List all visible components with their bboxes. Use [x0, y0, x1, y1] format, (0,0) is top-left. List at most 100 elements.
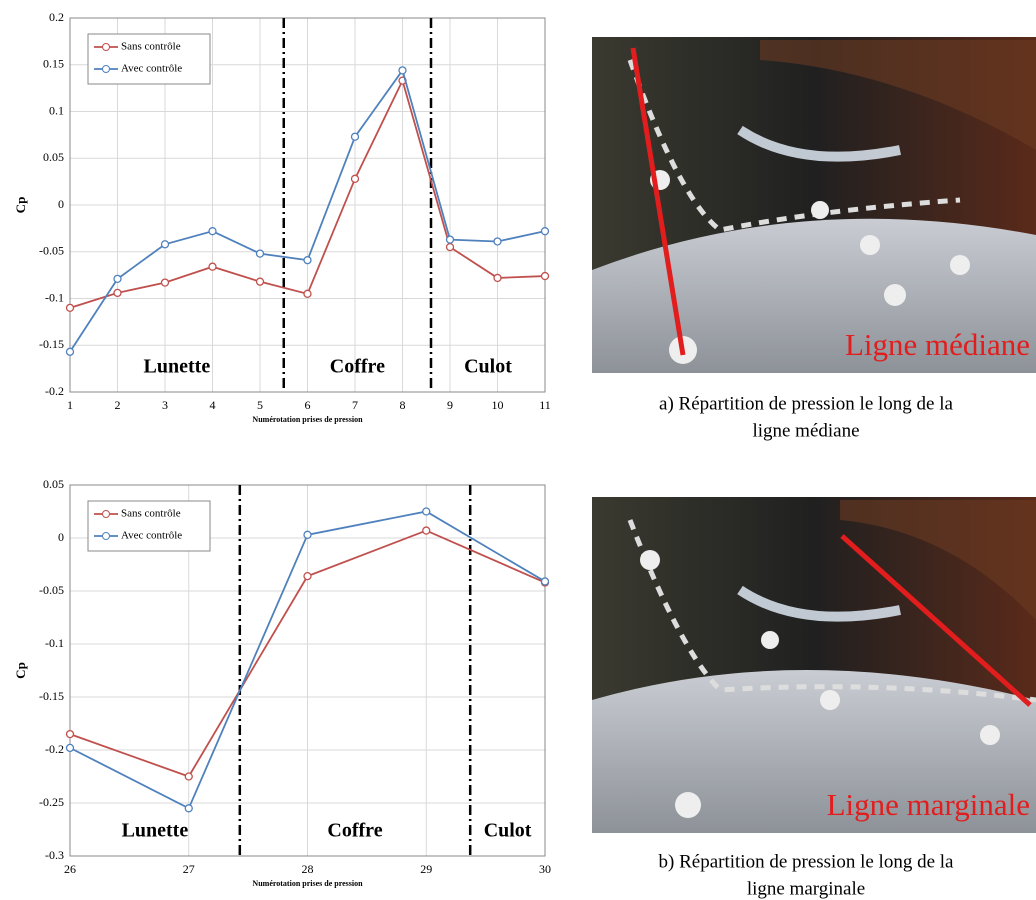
- data-point: [184, 772, 193, 781]
- reflection: [737, 585, 901, 622]
- y-tick-label: -0.05: [39, 244, 64, 258]
- data-point: [255, 249, 265, 258]
- y-tick-label: 0.2: [49, 10, 64, 24]
- x-tick-label: 3: [162, 398, 168, 412]
- measurement-line: [840, 534, 1032, 707]
- data-point: [65, 729, 75, 739]
- data-point: [540, 227, 550, 236]
- pressure-tap: [820, 690, 840, 710]
- photo-a: Ligne médiane: [592, 37, 1036, 373]
- background-wall: [760, 40, 1036, 150]
- y-tick-label: 0.1: [49, 103, 64, 117]
- y-tick-label: -0.25: [39, 795, 64, 809]
- region-label: Lunette: [122, 820, 189, 842]
- pressure-tap: [640, 550, 660, 570]
- y-tick-label: -0.2: [45, 742, 64, 756]
- x-tick-label: 5: [257, 398, 263, 412]
- x-tick-label: 26: [64, 862, 76, 876]
- legend-marker: [102, 43, 110, 51]
- data-point: [65, 347, 75, 356]
- x-tick-label: 4: [210, 398, 216, 412]
- pressure-tap: [884, 284, 906, 306]
- caption: ligne médiane: [752, 420, 859, 441]
- data-point: [422, 526, 431, 535]
- tape-line: [627, 519, 1036, 703]
- data-point: [113, 274, 122, 284]
- data-point: [160, 278, 170, 287]
- x-tick-label: 1: [67, 398, 73, 412]
- x-axis-label: Numérotation prises de pression: [252, 415, 363, 424]
- y-tick-label: -0.2: [45, 384, 64, 398]
- y-axis-label: Cp: [13, 197, 28, 214]
- data-point: [303, 530, 312, 539]
- region-label: Coffre: [327, 820, 382, 842]
- caption: a) Répartition de pression le long de la: [659, 393, 953, 414]
- legend-marker: [102, 510, 110, 518]
- data-point: [398, 66, 407, 75]
- pressure-tap: [860, 235, 880, 255]
- photo-b: Ligne marginale: [592, 497, 1036, 833]
- legend-label: Sans contrôle: [121, 41, 181, 53]
- caption: b) Répartition de pression le long de la: [659, 851, 955, 872]
- car-hood: [592, 670, 1036, 833]
- measurement-line: [630, 47, 686, 356]
- y-tick-label: 0: [58, 530, 64, 544]
- plot-frame: [69, 17, 546, 393]
- region-label: Culot: [484, 820, 532, 842]
- chart: -0.3 -0.25 -0.2 -0.15 -0.1 -0.05 0 0.05 26 27 28 29…: [13, 477, 551, 888]
- legend-marker: [102, 532, 110, 540]
- background-wall: [840, 500, 1036, 620]
- data-point: [493, 273, 502, 283]
- data-point: [113, 288, 122, 298]
- legend-label: Avec contrôle: [121, 530, 182, 542]
- legend-marker: [102, 65, 110, 73]
- legend-label: Sans contrôle: [121, 508, 181, 520]
- reflection: [737, 125, 901, 162]
- y-tick-label: -0.1: [45, 290, 64, 304]
- x-tick-label: 2: [115, 398, 121, 412]
- y-tick-label: -0.15: [39, 337, 64, 351]
- data-point: [184, 804, 193, 813]
- photo-label: Ligne médiane: [845, 327, 1030, 362]
- data-point: [445, 242, 455, 252]
- data-point: [303, 572, 312, 581]
- data-point: [303, 256, 312, 265]
- legend-box: [87, 500, 211, 552]
- data-point: [65, 743, 75, 753]
- x-tick-label: 7: [352, 398, 358, 412]
- data-point: [493, 237, 502, 246]
- pressure-tap: [980, 725, 1000, 745]
- legend-box: [87, 33, 211, 85]
- pressure-tap: [675, 792, 701, 818]
- region-label: Lunette: [144, 356, 211, 378]
- data-point: [65, 303, 75, 313]
- y-tick-label: -0.05: [39, 583, 64, 597]
- x-tick-label: 30: [539, 862, 551, 876]
- data-point: [350, 132, 360, 141]
- photo-label: Ligne marginale: [827, 787, 1030, 822]
- x-tick-label: 8: [400, 398, 406, 412]
- x-tick-label: 10: [492, 398, 504, 412]
- x-tick-label: 9: [447, 398, 453, 412]
- y-tick-label: -0.3: [45, 848, 64, 862]
- pressure-tap: [950, 255, 970, 275]
- data-point: [208, 227, 217, 236]
- x-axis-label: Numérotation prises de pression: [252, 879, 363, 888]
- data-point: [540, 271, 550, 281]
- car-hood: [592, 218, 1036, 373]
- data-point: [160, 240, 170, 249]
- region-label: Culot: [464, 356, 512, 378]
- y-axis-label: Cp: [13, 662, 28, 679]
- y-tick-label: 0.05: [43, 150, 64, 164]
- pressure-tap: [811, 201, 829, 219]
- x-tick-label: 29: [420, 862, 432, 876]
- data-point: [422, 507, 431, 516]
- plot-frame: [69, 484, 546, 857]
- chart: -0.2 -0.15 -0.1 -0.05 0 0.05 0.1 0.15 0.2 1 2 3 4 5 6 7…: [13, 10, 551, 424]
- region-label: Coffre: [330, 356, 385, 378]
- data-point: [445, 235, 455, 244]
- y-tick-label: -0.15: [39, 689, 64, 703]
- caption: ligne marginale: [747, 878, 865, 899]
- legend-label: Avec contrôle: [121, 63, 182, 75]
